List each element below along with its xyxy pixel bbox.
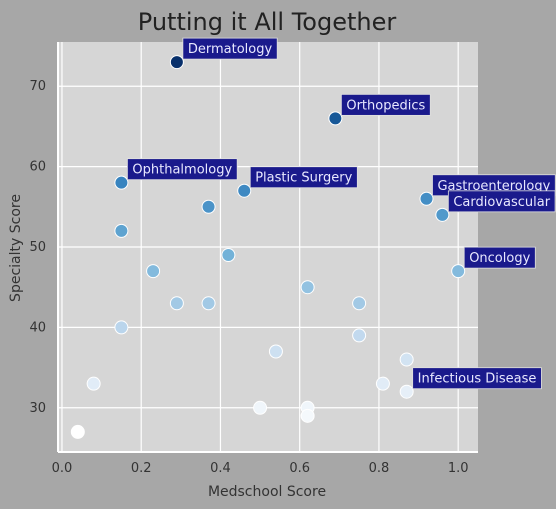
- x-axis-label: Medschool Score: [208, 484, 326, 500]
- annotation-label: Oncology: [469, 251, 530, 266]
- annotation-box: [447, 190, 556, 213]
- data-point: [352, 296, 367, 311]
- data-point: [268, 344, 283, 359]
- annotation-label: Orthopedics: [346, 98, 425, 113]
- annotation-box: [463, 246, 536, 269]
- annotation-label: Ophthalmology: [132, 163, 232, 178]
- data-points: [70, 55, 466, 439]
- data-point: [399, 352, 414, 367]
- annotation-box: [412, 367, 542, 390]
- y-tick-label: 30: [29, 401, 46, 416]
- data-point: [221, 248, 236, 263]
- data-point: [352, 328, 367, 343]
- x-tick-label: 1.0: [448, 461, 469, 476]
- data-point: [70, 424, 85, 439]
- y-tick-labels: 30 40 50 60 70: [29, 79, 46, 416]
- data-point: [419, 191, 434, 206]
- x-tick-label: 0.8: [369, 461, 390, 476]
- data-point: [201, 199, 216, 214]
- x-tick-label: 0.6: [289, 461, 310, 476]
- data-point: [114, 175, 129, 190]
- annotation-label: Gastroenterology: [437, 179, 550, 194]
- annotation: Ophthalmology: [126, 158, 238, 181]
- annotation-label: Plastic Surgery: [255, 171, 352, 186]
- data-point: [146, 264, 161, 279]
- data-point: [300, 280, 315, 295]
- data-point: [451, 264, 466, 279]
- data-point: [253, 400, 268, 415]
- x-tick-label: 0.2: [131, 461, 152, 476]
- x-tick-labels: 0.0 0.2 0.4 0.6 0.8 1.0: [52, 461, 469, 476]
- annotation-box: [126, 158, 238, 181]
- y-tick-label: 60: [29, 160, 46, 175]
- data-point: [237, 183, 252, 198]
- data-point: [300, 408, 315, 423]
- x-tick-label: 0.4: [210, 461, 231, 476]
- data-point: [169, 55, 184, 70]
- data-point: [435, 207, 450, 222]
- data-point: [114, 223, 129, 238]
- annotation: Infectious Disease: [412, 367, 542, 390]
- x-tick-label: 0.0: [52, 461, 73, 476]
- data-point: [201, 296, 216, 311]
- annotation-box: [182, 37, 278, 60]
- data-point: [86, 376, 101, 391]
- annotations: Dermatology Orthopedics Ophthalmology Plast…: [126, 37, 556, 390]
- y-tick-label: 40: [29, 320, 46, 335]
- data-point: [169, 296, 184, 311]
- axes: [57, 42, 478, 453]
- data-point: [114, 320, 129, 335]
- chart-title: Putting it All Together: [138, 8, 397, 36]
- data-point: [375, 376, 390, 391]
- annotation-label: Infectious Disease: [418, 372, 537, 387]
- annotation-label: Dermatology: [188, 42, 273, 57]
- annotation-box: [249, 166, 358, 189]
- annotation-box: [340, 93, 431, 116]
- data-point: [399, 384, 414, 399]
- y-tick-label: 70: [29, 79, 46, 94]
- y-tick-label: 50: [29, 240, 46, 255]
- annotation: Dermatology: [182, 37, 278, 60]
- annotation: Plastic Surgery: [249, 166, 358, 189]
- y-axis-label: Specialty Score: [8, 194, 24, 302]
- annotation: Oncology: [463, 246, 536, 269]
- annotation: Orthopedics: [340, 93, 431, 116]
- data-point: [328, 111, 343, 126]
- annotation-label: Cardiovascular: [453, 195, 550, 210]
- annotation: Cardiovascular: [447, 190, 556, 213]
